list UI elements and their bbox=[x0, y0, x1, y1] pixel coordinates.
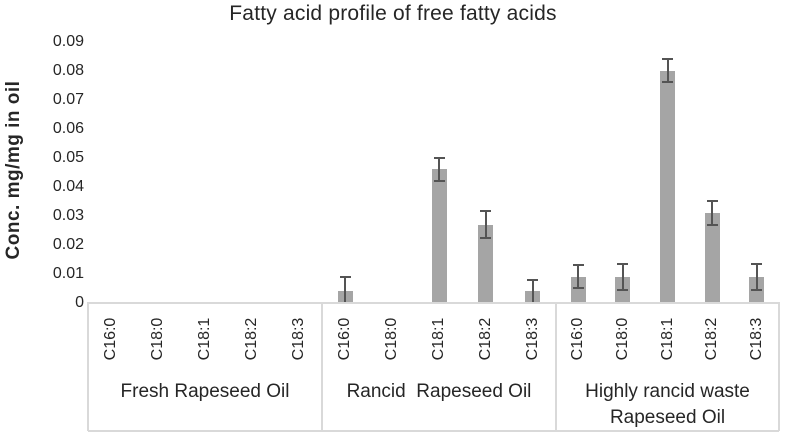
error-bar-whisker bbox=[577, 265, 580, 289]
category-tick-label: C18:2 bbox=[242, 317, 260, 361]
group-label: Rancid Rapeseed Oil bbox=[346, 381, 532, 402]
error-bar-cap-top bbox=[480, 210, 492, 213]
y-tick-label: 0 bbox=[75, 294, 84, 311]
error-bar-cap-bottom bbox=[617, 288, 629, 291]
y-tick-label: 0.06 bbox=[52, 119, 84, 137]
category-tick-label: C18:2 bbox=[703, 317, 721, 361]
error-bar-cap-bottom bbox=[706, 223, 718, 226]
category-tick-label: C18:1 bbox=[196, 317, 213, 361]
category-tick-label: C16:0 bbox=[336, 317, 354, 361]
y-tick-label: 0.09 bbox=[52, 32, 84, 50]
y-tick-label: 0.05 bbox=[52, 148, 84, 166]
error-bar-cap-top bbox=[751, 262, 763, 265]
y-tick-label: 0.04 bbox=[52, 177, 84, 195]
error-bar-whisker bbox=[711, 201, 714, 225]
category-tick-label: C18:1 bbox=[430, 317, 447, 361]
error-bar-cap-top bbox=[706, 200, 718, 203]
group-label: Highly rancid waste Rapeseed Oil bbox=[585, 381, 750, 428]
error-bar-whisker bbox=[755, 263, 758, 290]
y-tick-label: 0.02 bbox=[52, 235, 84, 253]
y-tick-label: 0.07 bbox=[52, 90, 84, 108]
category-tick-label: C16:0 bbox=[102, 317, 120, 361]
error-bar-cap-bottom bbox=[662, 81, 673, 84]
category-tick-label: C18:0 bbox=[149, 317, 167, 361]
error-bar-cap-top bbox=[433, 156, 445, 159]
error-bar-whisker bbox=[531, 279, 534, 303]
category-tick-label: C18:0 bbox=[383, 317, 401, 361]
bar bbox=[704, 212, 720, 303]
bar bbox=[660, 70, 675, 303]
category-tick-label: C18:2 bbox=[476, 317, 494, 361]
error-bar-whisker bbox=[484, 211, 487, 238]
error-bar-whisker bbox=[621, 263, 624, 290]
error-bar-whisker bbox=[666, 58, 669, 83]
bar bbox=[431, 169, 447, 303]
error-bar-cap-top bbox=[572, 264, 584, 267]
category-tick-label: C18:3 bbox=[289, 317, 307, 361]
error-bar-cap-bottom bbox=[751, 288, 763, 291]
category-box-border bbox=[555, 302, 557, 431]
group-label: Fresh Rapeseed Oil bbox=[120, 381, 290, 402]
category-tick-label: C18:1 bbox=[658, 317, 676, 361]
error-bar-cap-top bbox=[527, 278, 539, 281]
error-bar-cap-top bbox=[339, 275, 351, 278]
category-box-border bbox=[321, 302, 323, 431]
bar bbox=[478, 224, 494, 303]
category-box-border bbox=[87, 302, 89, 431]
error-bar-cap-bottom bbox=[572, 287, 584, 290]
category-tick-label: C18:3 bbox=[523, 317, 541, 361]
y-tick-label: 0.08 bbox=[52, 61, 84, 79]
category-box-border-bottom bbox=[88, 430, 779, 432]
error-bar-whisker bbox=[344, 276, 347, 303]
category-tick-label: C16:0 bbox=[569, 317, 587, 361]
error-bar-cap-bottom bbox=[433, 179, 445, 182]
y-tick-label: 0.01 bbox=[52, 264, 84, 282]
chart-title: Fatty acid profile of free fatty acids bbox=[229, 2, 557, 25]
bar bbox=[570, 276, 586, 303]
error-bar-cap-top bbox=[617, 262, 629, 265]
category-box-border bbox=[778, 302, 780, 431]
category-tick-label: C18:0 bbox=[613, 317, 631, 361]
error-bar-whisker bbox=[438, 157, 440, 181]
x-axis-line bbox=[88, 302, 779, 304]
y-tick-label: 0.03 bbox=[52, 206, 84, 224]
error-bar-cap-top bbox=[662, 57, 673, 60]
category-tick-label: C18:3 bbox=[747, 317, 765, 361]
error-bar-cap-bottom bbox=[480, 236, 492, 239]
